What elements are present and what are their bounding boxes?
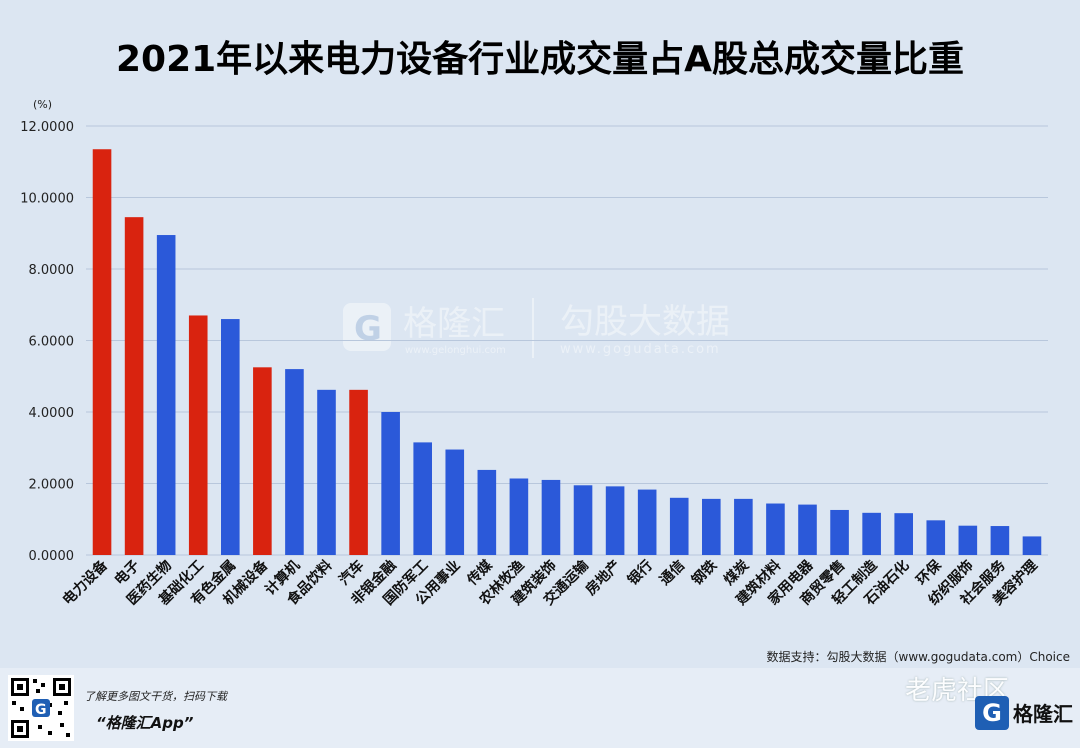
bar [637,489,657,555]
bar [605,486,625,555]
bar [702,498,721,555]
bar [413,442,432,555]
watermark-data: 勾股大数据 [560,302,730,342]
bar [1022,536,1042,555]
bar [381,412,400,555]
footer-app-name: “格隆汇App” [96,714,194,732]
watermark-data-url: www.gogudata.com [560,342,721,357]
y-tick-label: 0.0000 [29,549,75,564]
chart-title: 2021年以来电力设备行业成交量占A股总成交量比重 [115,39,965,80]
bar [669,497,689,555]
bar [445,449,465,555]
bar [509,478,529,555]
bar [349,389,368,555]
x-tick-label: 钢铁 [688,557,720,589]
bar [285,369,304,555]
bar [926,520,946,555]
y-tick-label: 12.0000 [20,120,74,135]
bar [124,217,144,555]
watermark-logo-icon [343,303,391,351]
bar [477,469,497,555]
bar [573,485,593,555]
bar [766,503,785,555]
bar [734,498,753,555]
qr-code-icon[interactable]: G [8,675,74,741]
bar [958,525,978,555]
watermark-logo-letter: G [354,309,382,349]
bar [990,526,1010,555]
bar [894,513,913,555]
y-tick-label: 4.0000 [29,406,75,421]
y-tick-label: 8.0000 [29,263,75,278]
footer: G 了解更多图文干货，扫码下载 “格隆汇App” 老虎社区 G 格隆汇 [0,668,1080,748]
bar [798,504,817,555]
watermark-brand: 格隆汇 [403,304,505,344]
y-axis-label: (%) [33,98,52,111]
bar [221,319,240,555]
bar [862,512,881,555]
bar-chart: G 格隆汇 www.gelonghui.com 勾股大数据 www.goguda… [20,98,1048,609]
svg-text:G: G [35,702,47,718]
footer-brand: G 格隆汇 [975,696,1075,746]
brand-logo-icon: G [975,696,1009,730]
bar [253,367,272,555]
x-tick-label: 通信 [656,557,688,589]
brand-name: 格隆汇 [1013,702,1073,726]
bar [317,389,336,555]
bar [188,315,208,555]
y-tick-label: 6.0000 [29,335,75,350]
bar [541,479,561,555]
bar [92,149,112,556]
footer-tagline: 了解更多图文干货，扫码下载 [84,690,227,703]
watermark: G 格隆汇 www.gelonghui.com 勾股大数据 www.goguda… [343,298,730,358]
source-note: 数据支持：勾股大数据（www.gogudata.com）Choice [766,650,1070,664]
bar [830,509,849,555]
x-tick-label: 银行 [624,557,656,589]
bar [156,235,176,555]
x-tick-label: 房地产 [582,557,624,599]
y-tick-label: 10.0000 [20,192,74,207]
watermark-brand-url: www.gelonghui.com [405,345,506,356]
y-tick-label: 2.0000 [29,478,75,493]
